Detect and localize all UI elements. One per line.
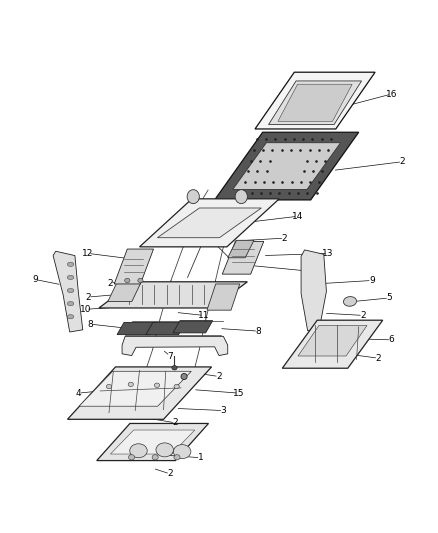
- Text: 15: 15: [233, 389, 244, 398]
- Polygon shape: [222, 241, 264, 274]
- Text: 9: 9: [33, 275, 39, 284]
- Polygon shape: [140, 199, 279, 247]
- Text: 13: 13: [322, 249, 334, 258]
- Text: 6: 6: [389, 335, 394, 344]
- Text: 2: 2: [167, 470, 173, 479]
- Ellipse shape: [130, 444, 147, 458]
- Polygon shape: [117, 322, 157, 335]
- Text: 4: 4: [76, 389, 81, 398]
- Polygon shape: [97, 423, 208, 461]
- Polygon shape: [108, 280, 142, 302]
- Text: 3: 3: [78, 406, 85, 415]
- Polygon shape: [268, 81, 361, 125]
- Ellipse shape: [67, 275, 74, 280]
- Ellipse shape: [156, 443, 173, 457]
- Polygon shape: [255, 72, 375, 129]
- Ellipse shape: [187, 190, 199, 204]
- Polygon shape: [233, 143, 341, 189]
- Ellipse shape: [128, 455, 134, 460]
- Ellipse shape: [154, 383, 159, 387]
- Text: 2: 2: [360, 311, 366, 320]
- Ellipse shape: [138, 278, 143, 282]
- Ellipse shape: [152, 455, 158, 460]
- Ellipse shape: [67, 314, 74, 319]
- Ellipse shape: [235, 190, 247, 204]
- Polygon shape: [114, 249, 153, 284]
- Text: 7: 7: [167, 351, 173, 360]
- Ellipse shape: [181, 374, 187, 379]
- Text: 2: 2: [107, 279, 113, 288]
- Ellipse shape: [67, 302, 74, 306]
- Text: 1: 1: [198, 453, 204, 462]
- Ellipse shape: [106, 384, 112, 389]
- Polygon shape: [228, 240, 254, 258]
- Text: 5: 5: [386, 294, 392, 302]
- Polygon shape: [173, 321, 213, 333]
- Text: 16: 16: [386, 90, 397, 99]
- Polygon shape: [301, 250, 326, 330]
- Polygon shape: [99, 282, 247, 308]
- Text: 2: 2: [216, 372, 222, 381]
- Polygon shape: [278, 84, 352, 122]
- Text: 2: 2: [159, 227, 165, 236]
- Ellipse shape: [67, 262, 74, 266]
- Polygon shape: [110, 430, 195, 454]
- Text: 12: 12: [82, 249, 94, 258]
- Text: 2: 2: [375, 354, 381, 362]
- Text: 10: 10: [80, 305, 92, 314]
- Polygon shape: [122, 336, 228, 356]
- Text: 8: 8: [87, 320, 93, 329]
- Polygon shape: [146, 322, 186, 335]
- Text: 2: 2: [304, 266, 309, 276]
- Text: 2: 2: [85, 293, 91, 302]
- Ellipse shape: [173, 445, 191, 458]
- Ellipse shape: [67, 288, 74, 293]
- Ellipse shape: [174, 455, 180, 460]
- Polygon shape: [207, 284, 240, 310]
- Text: 14: 14: [292, 212, 303, 221]
- Ellipse shape: [172, 366, 177, 370]
- Ellipse shape: [125, 278, 130, 282]
- Text: 3: 3: [220, 406, 226, 415]
- Text: 8: 8: [255, 327, 261, 336]
- Polygon shape: [215, 132, 359, 200]
- Text: 11: 11: [198, 311, 209, 320]
- Polygon shape: [298, 326, 367, 356]
- Polygon shape: [79, 372, 191, 406]
- Ellipse shape: [128, 382, 134, 386]
- Polygon shape: [283, 320, 383, 368]
- Polygon shape: [157, 208, 261, 238]
- Text: 9: 9: [369, 276, 374, 285]
- Ellipse shape: [343, 296, 357, 306]
- Text: 2: 2: [282, 233, 287, 243]
- Polygon shape: [53, 251, 83, 332]
- Text: 2: 2: [399, 157, 405, 166]
- Ellipse shape: [174, 384, 179, 389]
- Polygon shape: [67, 367, 212, 419]
- Text: 2: 2: [173, 418, 178, 427]
